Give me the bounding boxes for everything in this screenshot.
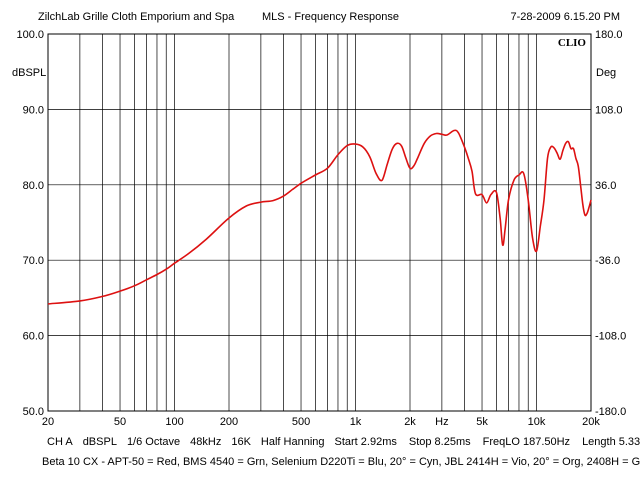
- horizontal-gridlines: [48, 109, 591, 336]
- x-tick-label: 1k: [350, 416, 362, 428]
- y2-tick-label: 180.0: [595, 29, 623, 41]
- y-tick-label: 50.0: [23, 406, 44, 418]
- y-tick-label: 90.0: [23, 104, 44, 116]
- header-timestamp: 7-28-2009 6.15.20 PM: [510, 11, 620, 23]
- footer-setting-item: 16K: [231, 436, 251, 448]
- y2-axis-label: Deg: [596, 67, 616, 79]
- footer-setting-item: 48kHz: [190, 436, 222, 448]
- x-tick-label: 5k: [476, 416, 488, 428]
- series-line-red: [47, 129, 592, 305]
- y2-tick-label: 108.0: [595, 104, 623, 116]
- footer-legend: Beta 10 CX - APT-50 = Red, BMS 4540 = Gr…: [42, 456, 640, 468]
- footer-setting-item: CH A: [47, 436, 73, 448]
- x-tick-label: 10k: [528, 416, 546, 428]
- plot-frame: [47, 33, 592, 412]
- footer-setting-item: Start 2.92ms: [334, 436, 397, 448]
- x-tick-label: 20k: [582, 416, 600, 428]
- x-tick-label: 200: [220, 416, 238, 428]
- x-axis-ticks: 20 50 100 200 500 1k 2k Hz 5k 10k 20k: [42, 416, 600, 428]
- header-title-left: ZilchLab Grille Cloth Emporium and Spa: [38, 11, 235, 23]
- x-tick-label: 500: [292, 416, 310, 428]
- vertical-gridlines: [79, 34, 537, 411]
- x-tick-label: 100: [165, 416, 183, 428]
- footer-setting-item: 1/6 Octave: [126, 436, 181, 448]
- y-tick-label: 100.0: [16, 29, 44, 41]
- y2-tick-label: -180.0: [595, 406, 626, 418]
- y-axis-ticks: 100.0 90.0 80.0 70.0 60.0 50.0: [16, 29, 44, 418]
- y-tick-label: 60.0: [23, 331, 44, 343]
- y2-tick-label: 36.0: [595, 180, 616, 192]
- x-tick-label: 2k: [404, 416, 416, 428]
- footer-setting-item: Half Hanning: [260, 436, 325, 448]
- y-tick-label: 70.0: [23, 255, 44, 267]
- y2-axis-ticks: 180.0 108.0 36.0 -36.0 -108.0 -180.0: [595, 29, 626, 418]
- footer-setting-item: FreqLO 187.50Hz: [482, 436, 571, 448]
- y2-tick-label: -108.0: [595, 331, 626, 343]
- y-tick-label: 80.0: [23, 180, 44, 192]
- clio-badge: CLIO: [558, 37, 587, 49]
- y2-tick-label: -36.0: [595, 255, 620, 267]
- footer-setting-item: Length 5.33ms: [582, 436, 640, 448]
- footer-setting-item: Stop 8.25ms: [408, 436, 471, 448]
- footer-setting-item: dBSPL: [82, 436, 117, 448]
- x-tick-label: Hz: [435, 416, 448, 428]
- x-tick-label: 20: [42, 416, 54, 428]
- x-tick-label: 50: [114, 416, 126, 428]
- header-title-center: MLS - Frequency Response: [262, 11, 399, 23]
- y-axis-label: dBSPL: [12, 67, 46, 79]
- footer-settings: CH A dBSPL 1/6 Octave 48kHz 16K Half Hanning S…: [47, 436, 640, 448]
